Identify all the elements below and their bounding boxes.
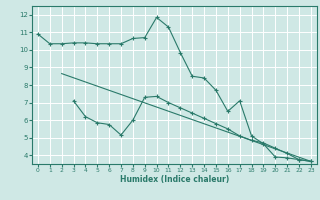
- X-axis label: Humidex (Indice chaleur): Humidex (Indice chaleur): [120, 175, 229, 184]
